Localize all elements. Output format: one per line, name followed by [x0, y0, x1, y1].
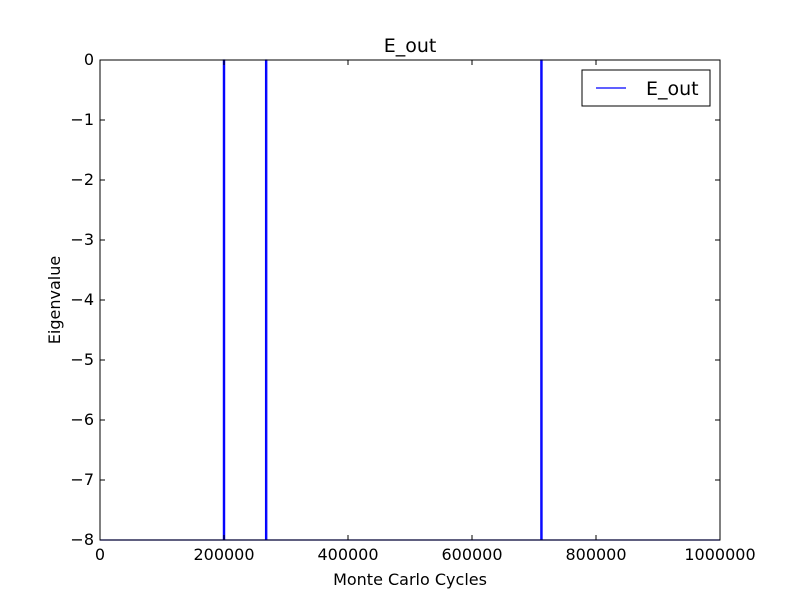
x-tick-label: 0	[95, 545, 105, 564]
legend-label-e-out: E_out	[646, 78, 699, 100]
y-tick-label: −5	[70, 350, 94, 369]
y-axis-title: Eigenvalue	[45, 256, 64, 344]
x-tick-label: 1000000	[684, 545, 755, 564]
chart-title: E_out	[384, 35, 437, 57]
legend: E_out	[581, 69, 711, 107]
x-tick-label: 200000	[193, 545, 254, 564]
x-tick-label: 800000	[565, 545, 626, 564]
y-tick-label: 0	[84, 50, 94, 69]
x-tick-label: 600000	[441, 545, 502, 564]
y-tick-label: −2	[70, 170, 94, 189]
x-tick-label: 400000	[317, 545, 378, 564]
y-tick-label: −3	[70, 230, 94, 249]
y-tick-label: −8	[70, 530, 94, 549]
axis-ticks: 0 200000 400000 600000 800000 1000000 0 −1 −2 −3 −…	[70, 50, 755, 564]
y-tick-label: −1	[70, 110, 94, 129]
y-tick-label: −4	[70, 290, 94, 309]
y-tick-label: −6	[70, 410, 94, 429]
y-tick-label: −7	[70, 470, 94, 489]
x-axis-title: Monte Carlo Cycles	[333, 570, 487, 589]
